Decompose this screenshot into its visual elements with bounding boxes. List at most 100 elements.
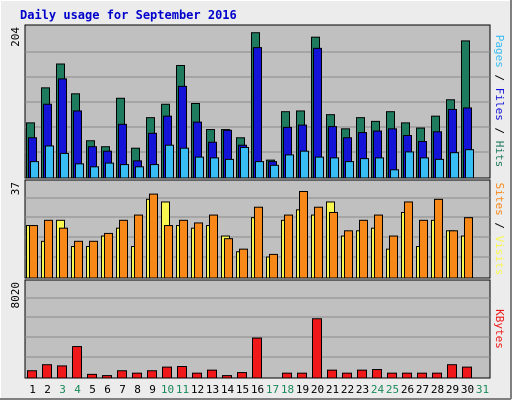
chart-title: Daily usage for September 2016 (20, 8, 237, 22)
day-label-16: 16 (251, 383, 264, 396)
day-label-3: 3 (59, 383, 66, 396)
bar-kbytes-day-12 (192, 372, 202, 379)
bar-sites-day-27 (419, 219, 428, 279)
day-label-23: 23 (356, 383, 369, 396)
bar-kbytes-day-25 (387, 372, 397, 379)
chart-panels: 204 37 8020 (9, 24, 491, 379)
bar-pages-day-10 (165, 144, 174, 179)
bar-pages-day-3 (60, 152, 69, 179)
bar-sites-day-25 (389, 235, 398, 279)
bar-sites-day-13 (209, 214, 218, 279)
legend-entry: Files (493, 88, 506, 121)
bar-sites-day-19 (299, 190, 308, 279)
bar-kbytes-day-13 (207, 369, 217, 379)
bar-kbytes-day-2 (42, 364, 52, 379)
legend-entry: Visits (493, 236, 506, 276)
bar-pages-day-5 (90, 166, 99, 179)
bar-kbytes-day-15 (237, 372, 247, 379)
day-axis: 1 2 3 4 5 6 7 8 9 10 11 12 13 14 15 16 17 18 19 20 21 22 23 24 2… (29, 383, 489, 396)
legend-middle: Sites / Visits (493, 183, 506, 276)
day-label-12: 12 (191, 383, 204, 396)
bar-kbytes-day-16 (252, 337, 262, 379)
bar-sites-day-4 (74, 240, 83, 279)
bar-pages-day-7 (120, 164, 129, 179)
day-label-5: 5 (89, 383, 96, 396)
day-label-7: 7 (119, 383, 126, 396)
legend-bottom: KBytes (493, 309, 506, 349)
day-label-24: 24 (371, 383, 385, 396)
day-label-27: 27 (416, 383, 429, 396)
bar-sites-day-22 (344, 230, 353, 279)
chart-panel-2: 37 (9, 179, 491, 279)
bar-pages-day-8 (135, 166, 144, 179)
bar-pages-day-20 (315, 156, 324, 179)
bar-pages-day-17 (270, 164, 279, 179)
bar-kbytes-day-22 (342, 372, 352, 379)
bar-pages-day-23 (360, 158, 369, 179)
bar-pages-day-30 (465, 149, 474, 179)
bar-sites-day-5 (89, 240, 98, 279)
day-label-14: 14 (221, 383, 235, 396)
bar-kbytes-day-18 (282, 372, 292, 379)
bar-sites-day-6 (104, 232, 113, 279)
day-label-25: 25 (386, 383, 399, 396)
bar-pages-day-21 (330, 157, 339, 179)
legend-entry: Pages (493, 35, 506, 68)
bar-pages-day-13 (210, 157, 219, 179)
bar-kbytes-day-30 (462, 366, 472, 379)
bar-sites-day-17 (269, 253, 278, 279)
bar-kbytes-day-9 (147, 370, 157, 379)
bar-kbytes-day-28 (432, 372, 442, 379)
day-label-20: 20 (311, 383, 324, 396)
bar-files-day-16 (253, 47, 262, 179)
day-label-2: 2 (44, 383, 51, 396)
bar-kbytes-day-10 (162, 366, 172, 379)
bar-pages-day-2 (45, 145, 54, 179)
bar-kbytes-day-19 (297, 372, 307, 379)
bar-kbytes-day-3 (57, 365, 67, 379)
bar-sites-day-12 (194, 222, 203, 279)
bar-kbytes-day-20 (312, 318, 322, 379)
bar-pages-day-9 (150, 164, 159, 179)
bar-pages-day-14 (225, 158, 234, 179)
chart-panel-1: 204 (9, 24, 491, 179)
bar-kbytes-day-4 (72, 346, 82, 379)
bar-pages-day-11 (180, 147, 189, 179)
bar-sites-day-9 (149, 193, 158, 279)
day-label-17: 17 (266, 383, 279, 396)
day-label-22: 22 (341, 383, 354, 396)
legend-entry: KBytes (493, 309, 506, 349)
day-label-4: 4 (74, 383, 81, 396)
day-label-18: 18 (281, 383, 294, 396)
y-axis-max-label: 37 (9, 182, 22, 195)
bar-pages-day-27 (420, 157, 429, 179)
bar-pages-day-26 (405, 151, 414, 179)
bar-sites-day-23 (359, 219, 368, 279)
bar-sites-day-3 (59, 227, 68, 279)
bar-pages-day-29 (450, 152, 459, 179)
bar-sites-day-30 (464, 217, 473, 279)
day-label-29: 29 (446, 383, 459, 396)
y-axis-max-label: 204 (9, 27, 22, 47)
bar-kbytes-day-26 (402, 372, 412, 379)
day-label-15: 15 (236, 383, 249, 396)
day-label-28: 28 (431, 383, 444, 396)
legend-top: Pages / Files / Hits (493, 35, 506, 168)
legend-entry: / (493, 68, 506, 88)
bar-pages-day-6 (105, 162, 114, 179)
day-label-11: 11 (176, 383, 189, 396)
bar-sites-day-15 (239, 248, 248, 279)
bar-kbytes-day-29 (447, 364, 457, 379)
bar-sites-day-21 (329, 211, 338, 279)
bar-sites-day-14 (224, 238, 233, 279)
legend-entry: Sites (493, 183, 506, 216)
bar-pages-day-15 (240, 146, 249, 179)
day-label-19: 19 (296, 383, 309, 396)
day-label-21: 21 (326, 383, 339, 396)
bar-kbytes-day-14 (222, 375, 232, 379)
y-axis-max-label: 8020 (9, 282, 22, 309)
bar-kbytes-day-24 (372, 369, 382, 379)
bar-sites-day-28 (434, 198, 443, 279)
legend-entry: Hits (493, 141, 506, 168)
